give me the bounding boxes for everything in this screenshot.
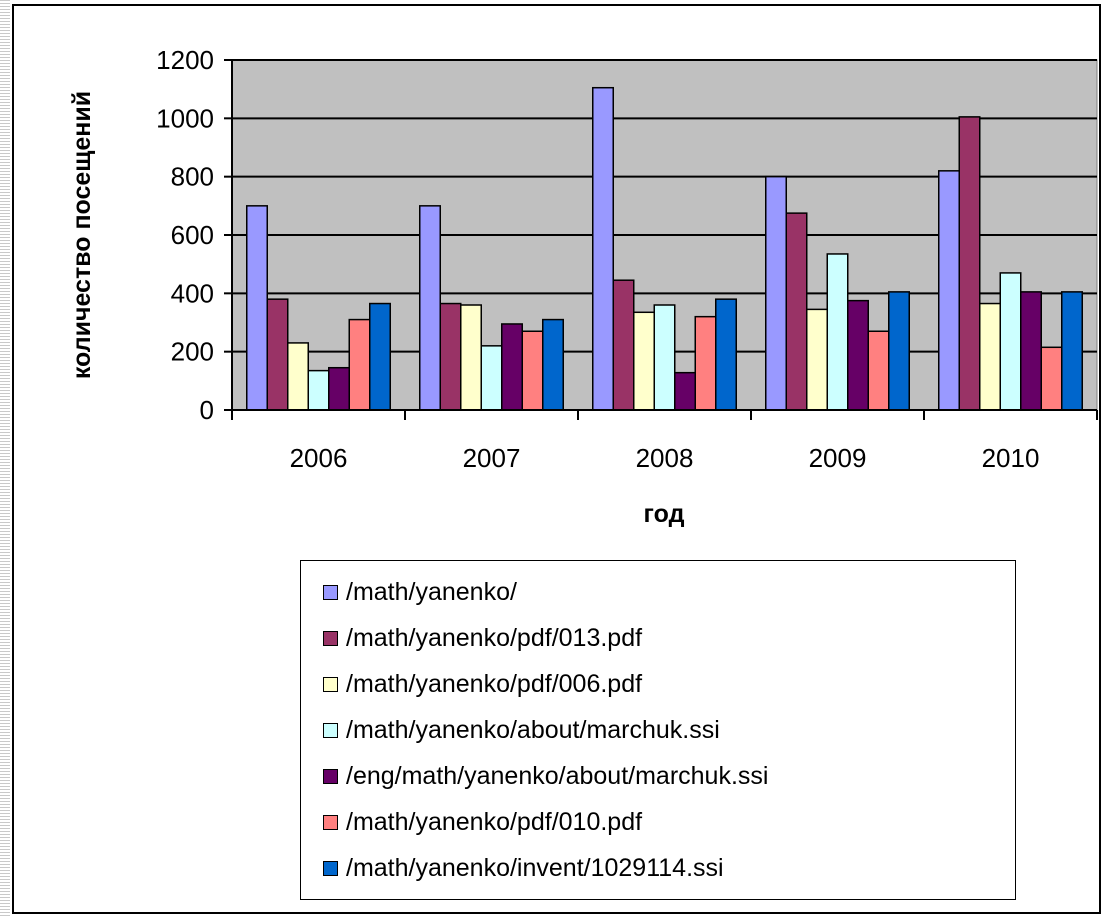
bar xyxy=(370,304,391,410)
bar xyxy=(522,331,543,410)
legend-swatch-4 xyxy=(323,723,338,738)
y-tick-label: 1000 xyxy=(156,103,214,133)
legend-label-6: /math/yanenko/pdf/010.pdf xyxy=(346,808,642,837)
bar xyxy=(675,373,696,410)
legend-item-1: /math/yanenko/ xyxy=(323,575,517,609)
bar xyxy=(807,309,828,410)
bar xyxy=(848,301,869,410)
legend-label-7: /math/yanenko/invent/1029114.ssi xyxy=(346,854,724,883)
bar xyxy=(766,177,787,410)
bar xyxy=(827,254,848,410)
bar xyxy=(329,368,350,410)
bar xyxy=(889,292,910,410)
legend-item-2: /math/yanenko/pdf/013.pdf xyxy=(323,621,642,655)
bar xyxy=(593,88,614,410)
x-tick-label: 2008 xyxy=(636,443,694,473)
legend-label-5: /eng/math/yanenko/about/marchuk.ssi xyxy=(346,762,768,791)
bar xyxy=(247,206,268,410)
y-tick-label: 1200 xyxy=(156,45,214,75)
bar xyxy=(308,371,329,410)
legend-swatch-5 xyxy=(323,769,338,784)
y-tick-label: 600 xyxy=(171,220,214,250)
legend-swatch-6 xyxy=(323,815,338,830)
bar xyxy=(786,213,807,410)
x-tick-label: 2006 xyxy=(290,443,348,473)
bar xyxy=(420,206,441,410)
legend-label-4: /math/yanenko/about/marchuk.ssi xyxy=(346,716,720,745)
bar xyxy=(349,320,370,410)
bar xyxy=(1000,273,1021,410)
y-tick-label: 400 xyxy=(171,278,214,308)
y-tick-label: 800 xyxy=(171,162,214,192)
bar xyxy=(481,346,502,410)
bar xyxy=(1062,292,1083,410)
legend-label-1: /math/yanenko/ xyxy=(346,578,517,607)
y-axis-title: количество посещений xyxy=(68,91,96,379)
bar xyxy=(695,317,716,410)
bar xyxy=(1041,347,1062,410)
bar xyxy=(502,324,523,410)
bar xyxy=(267,299,288,410)
bar xyxy=(440,304,461,410)
bar xyxy=(716,299,737,410)
bar xyxy=(868,331,889,410)
legend-swatch-2 xyxy=(323,631,338,646)
bar xyxy=(959,117,980,410)
bar xyxy=(980,304,1001,410)
x-tick-label: 2009 xyxy=(809,443,867,473)
x-tick-label: 2007 xyxy=(463,443,521,473)
x-axis-title: год xyxy=(644,500,685,528)
legend-item-6: /math/yanenko/pdf/010.pdf xyxy=(323,805,642,839)
bar xyxy=(1021,292,1042,410)
legend-label-3: /math/yanenko/pdf/006.pdf xyxy=(346,670,642,699)
x-tick-label: 2010 xyxy=(982,443,1040,473)
legend-item-5: /eng/math/yanenko/about/marchuk.ssi xyxy=(323,759,768,793)
legend: /math/yanenko/ /math/yanenko/pdf/013.pdf… xyxy=(300,560,1016,900)
legend-swatch-7 xyxy=(323,861,338,876)
legend-swatch-3 xyxy=(323,677,338,692)
legend-label-2: /math/yanenko/pdf/013.pdf xyxy=(346,624,642,653)
legend-item-7: /math/yanenko/invent/1029114.ssi xyxy=(323,851,724,885)
legend-swatch-1 xyxy=(323,585,338,600)
bar xyxy=(288,343,309,410)
y-tick-label: 200 xyxy=(171,337,214,367)
y-tick-label: 0 xyxy=(200,395,214,425)
bar xyxy=(634,312,655,410)
legend-item-3: /math/yanenko/pdf/006.pdf xyxy=(323,667,642,701)
bar xyxy=(939,171,960,410)
bar xyxy=(613,280,634,410)
legend-item-4: /math/yanenko/about/marchuk.ssi xyxy=(323,713,720,747)
bar xyxy=(461,305,482,410)
bar xyxy=(654,305,675,410)
bar xyxy=(543,320,564,410)
